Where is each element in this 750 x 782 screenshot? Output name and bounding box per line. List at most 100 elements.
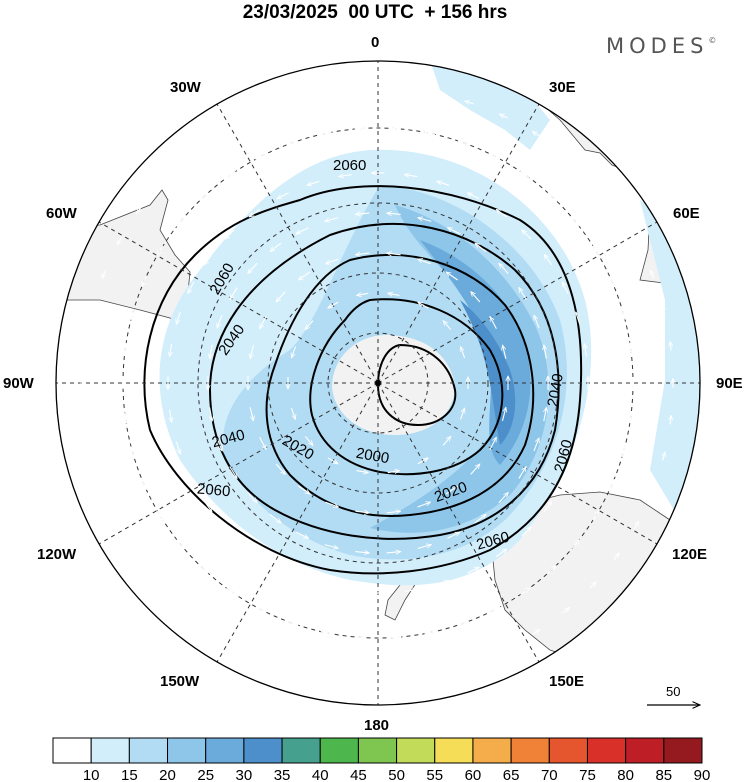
wind-vector-arrow: [532, 630, 540, 635]
wind-band-africa-15: [430, 61, 550, 150]
wind-vector-arrow: [199, 565, 208, 574]
wind-vector-arrow: [141, 479, 147, 490]
wind-vector-arrow: [561, 473, 569, 485]
wind-vector-arrow: [464, 662, 474, 665]
wind-vector-arrow: [533, 438, 539, 452]
lon-label-150w: 150W: [160, 673, 200, 690]
wind-vector-arrow: [296, 227, 309, 235]
wind-vector-arrow: [543, 501, 552, 513]
wind-vector-arrow: [630, 412, 632, 424]
wind-vector-arrow: [131, 308, 134, 320]
wind-vector-arrow: [544, 254, 553, 266]
wind-vector-arrow: [141, 276, 147, 286]
wind-vector-arrow: [131, 446, 134, 458]
wind-vector-arrow: [102, 487, 105, 495]
wind-vector-arrow: [418, 259, 431, 265]
wind-vector-arrow: [489, 437, 497, 450]
wind-vector-arrow: [592, 511, 599, 521]
wind-vector-arrow: [443, 321, 452, 331]
wind-vector-arrow: [561, 282, 569, 294]
wind-vector-arrow: [563, 153, 570, 160]
wind-vector-arrow: [210, 344, 213, 359]
wind-vector-arrow: [229, 466, 237, 479]
wind-vector-arrow: [470, 464, 480, 475]
wind-vector-arrow: [259, 316, 267, 328]
wind-vector-arrow: [327, 457, 338, 465]
wind-vector-arrow: [387, 471, 400, 473]
wind-vector-arrow: [417, 502, 431, 508]
wind-vector-arrow: [386, 552, 401, 553]
wind-vector-arrow: [247, 492, 257, 502]
wind-vector-arrow: [428, 672, 438, 674]
wind-vector-arrow: [175, 441, 180, 454]
contour-1980: [376, 343, 457, 427]
contour-2020: [265, 254, 535, 517]
reference-vector-label: 50: [666, 684, 680, 699]
wind-vector-arrow: [418, 218, 432, 222]
wind-vector-arrow: [210, 407, 213, 421]
wind-vector-arrow: [458, 621, 468, 626]
wind-vector-arrow: [521, 527, 531, 537]
wind-vector-arrow: [490, 606, 500, 613]
wind-vector-arrow: [248, 262, 258, 273]
wind-vector-arrow: [224, 526, 234, 536]
wind-vector-arrow: [305, 320, 314, 330]
wind-vector-arrow: [355, 253, 370, 255]
wind-vector-arrow: [500, 113, 508, 118]
wind-vector-arrow: [622, 447, 625, 458]
wind-vector-arrow: [136, 552, 142, 560]
wind-vector-arrow: [318, 92, 328, 94]
reference-vector: 50: [647, 684, 700, 705]
lon-label-120e: 120E: [672, 546, 708, 563]
wind-vector-arrow: [404, 589, 417, 591]
wind-vector-arrow: [307, 180, 320, 185]
wind-vector-arrow: [355, 637, 366, 638]
wind-vector-arrow: [85, 415, 86, 425]
contour-2060: [143, 185, 583, 575]
south-pole-marker: [375, 380, 381, 386]
wind-vector-arrow: [249, 208, 261, 217]
wind-vector-arrow: [356, 471, 369, 473]
wind-vector-arrow: [177, 217, 185, 227]
wind-vector-arrow: [291, 346, 297, 358]
wind-vector-arrow: [468, 192, 480, 200]
wind-vector-arrow: [328, 301, 339, 309]
wind-vector-arrow: [499, 647, 508, 652]
contour-label: 2040: [544, 372, 567, 408]
wind-vector-arrow: [425, 132, 436, 134]
lon-label-90w: 90W: [3, 375, 34, 392]
wind-vector-arrow: [170, 409, 172, 422]
wind-vector-arrow: [445, 486, 458, 495]
wind-vector-arrow: [458, 141, 469, 146]
wind-vector-arrow: [534, 315, 540, 329]
wind-vector-arrow: [471, 292, 481, 303]
wind-vector-arrow: [102, 269, 105, 278]
wind-vector-arrow: [584, 344, 586, 357]
map-disc: [56, 61, 700, 705]
wind-vector-arrow: [276, 566, 289, 574]
wind-vector-arrow: [287, 140, 298, 145]
wind-vector-arrow: [176, 539, 184, 549]
wind-vector-arrow: [562, 607, 570, 614]
wind-vector-arrow: [474, 514, 486, 524]
wind-vector-arrow: [404, 175, 418, 177]
contour-label: 2000: [355, 445, 391, 468]
wind-vector-arrow: [520, 588, 530, 595]
copyright-mark: ©: [708, 36, 717, 45]
wind-vector-arrow: [572, 218, 580, 227]
wind-vector-arrow: [417, 545, 432, 549]
wind-vector-arrow: [446, 272, 458, 281]
wind-vector-arrow: [576, 312, 581, 325]
wind-vector-arrow: [633, 237, 640, 246]
wind-vector-arrow: [248, 114, 257, 119]
wind-vector-arrow: [589, 582, 596, 589]
wind-vectors: [83, 88, 673, 677]
wind-vector-arrow: [459, 408, 465, 420]
wind-vector-arrow: [651, 270, 654, 279]
wind-vector-arrow: [325, 217, 339, 222]
wind-vector-arrow: [250, 344, 255, 359]
wind-vector-arrow: [498, 492, 508, 504]
wind-vector-arrow: [544, 407, 547, 422]
wind-vector-arrow: [256, 153, 266, 160]
